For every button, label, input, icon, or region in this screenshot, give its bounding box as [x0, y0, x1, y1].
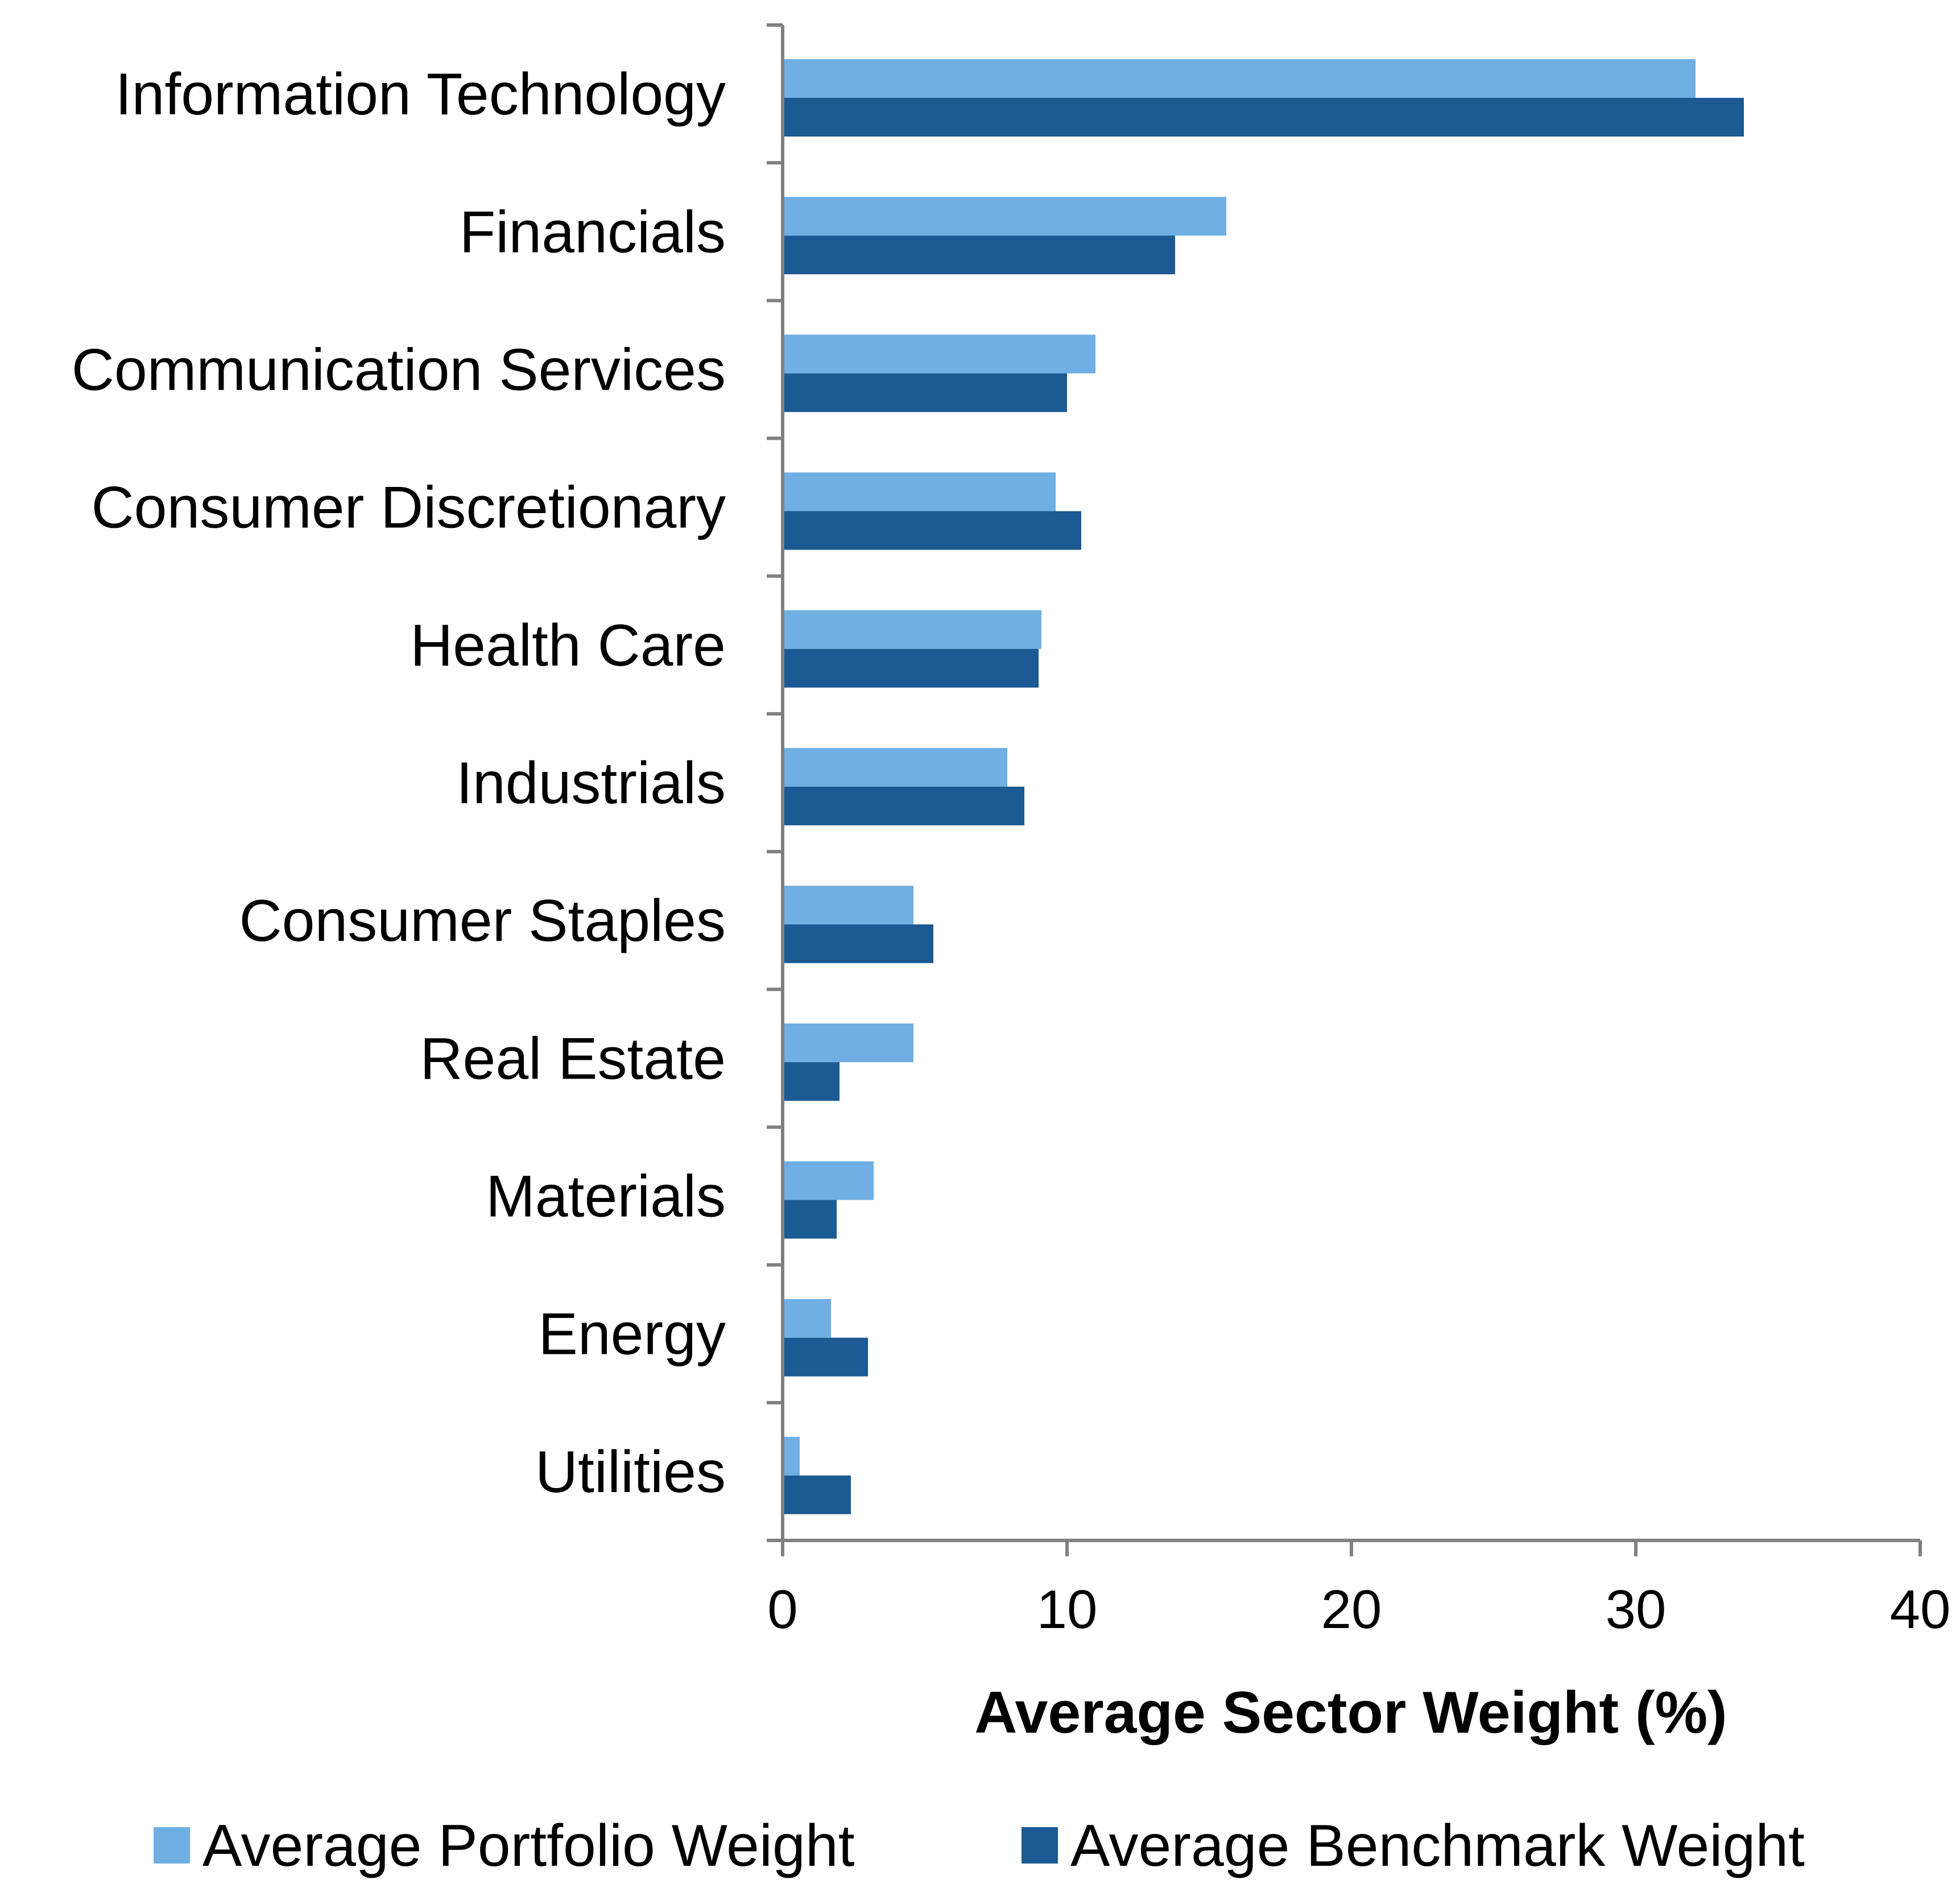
legend-label-benchmark: Average Benchmark Weight	[1070, 1813, 1805, 1879]
category-labels: Information Technology Financials Communic…	[72, 61, 726, 1505]
bar-portfolio-health-care	[783, 610, 1041, 649]
bar-portfolio-energy	[783, 1299, 831, 1338]
x-tick-labels: 0 10 20 30 40	[767, 1579, 1950, 1640]
bar-benchmark-energy	[783, 1337, 868, 1377]
bar-portfolio-communication-services	[783, 334, 1095, 374]
category-label: Information Technology	[115, 61, 726, 127]
category-label: Communication Services	[72, 337, 726, 403]
axes-group	[767, 23, 1922, 1556]
x-tick-label: 20	[1321, 1579, 1382, 1640]
category-label: Energy	[538, 1302, 726, 1367]
bar-benchmark-financials	[783, 236, 1175, 275]
category-label: Industrials	[456, 750, 726, 816]
legend: Average Portfolio Weight Average Benchmar…	[154, 1813, 1805, 1879]
bar-portfolio-consumer-discretionary	[783, 472, 1056, 511]
bar-benchmark-communication-services	[783, 373, 1067, 412]
bar-benchmark-information-technology	[783, 98, 1744, 137]
category-label: Materials	[486, 1164, 726, 1230]
category-label: Real Estate	[420, 1026, 726, 1092]
category-label: Financials	[460, 199, 726, 265]
bar-benchmark-consumer-staples	[783, 924, 933, 964]
bars-group	[783, 59, 1744, 1514]
bar-portfolio-materials	[783, 1161, 874, 1200]
legend-swatch-benchmark	[1022, 1827, 1058, 1864]
bar-benchmark-consumer-discretionary	[783, 511, 1081, 550]
x-tick-label: 30	[1606, 1579, 1667, 1640]
bar-benchmark-health-care	[783, 648, 1039, 688]
legend-label-portfolio: Average Portfolio Weight	[202, 1813, 855, 1879]
category-label: Health Care	[410, 613, 726, 679]
legend-swatch-portfolio	[154, 1827, 190, 1864]
bar-benchmark-industrials	[783, 786, 1024, 825]
bar-portfolio-information-technology	[783, 59, 1696, 98]
x-tick-label: 0	[767, 1579, 797, 1640]
bar-portfolio-industrials	[783, 747, 1007, 787]
category-label: Consumer Discretionary	[92, 475, 726, 541]
x-tick-label: 10	[1037, 1579, 1098, 1640]
bar-benchmark-materials	[783, 1200, 837, 1239]
bar-benchmark-real-estate	[783, 1062, 840, 1101]
bar-portfolio-financials	[783, 197, 1226, 236]
bar-portfolio-utilities	[783, 1436, 800, 1476]
bar-portfolio-real-estate	[783, 1023, 913, 1063]
x-tick-label: 40	[1890, 1579, 1951, 1640]
bar-portfolio-consumer-staples	[783, 886, 913, 925]
x-axis-title: Average Sector Weight (%)	[974, 1680, 1727, 1746]
category-label: Consumer Staples	[239, 888, 726, 954]
category-label: Utilities	[535, 1439, 726, 1505]
bar-benchmark-utilities	[783, 1475, 851, 1514]
